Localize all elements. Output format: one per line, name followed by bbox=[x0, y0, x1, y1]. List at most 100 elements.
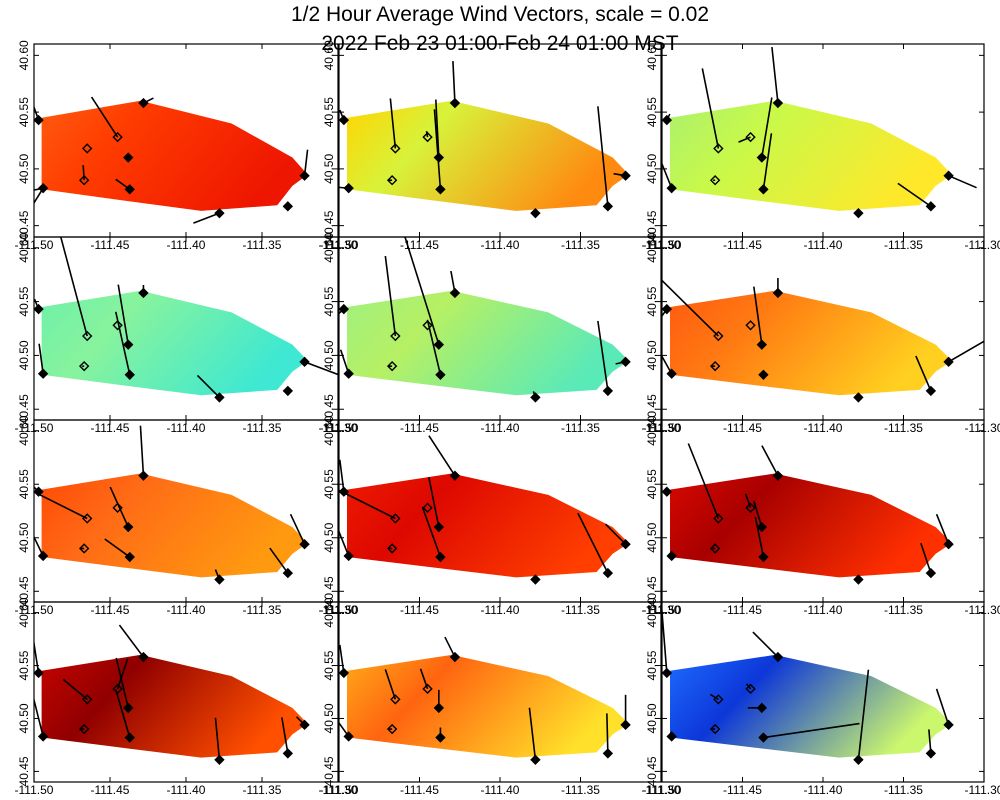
panel-1-y-tick-label: 40.60 bbox=[17, 40, 31, 70]
panel-11-station-marker bbox=[435, 732, 446, 743]
panel-10-station-marker bbox=[37, 731, 49, 742]
panel-3-station-marker bbox=[772, 97, 784, 109]
panel-6-field bbox=[670, 290, 952, 396]
panel-4-station-marker bbox=[214, 392, 225, 403]
panel-7-station-marker bbox=[282, 567, 294, 579]
panel-3-x-tick-label: -111.35 bbox=[884, 238, 923, 252]
panel-4-wind-vector bbox=[304, 361, 338, 376]
panel-6-wind-vector bbox=[662, 279, 719, 337]
panel-3-station-marker bbox=[713, 143, 724, 154]
panel-3-y-tick-label: 40.50 bbox=[645, 154, 659, 184]
panel-3-wind-vector bbox=[762, 133, 773, 190]
panel-2-station-marker bbox=[602, 201, 614, 212]
panel-9-station-marker bbox=[745, 502, 756, 513]
panel-4-x-tick-label: -111.50 bbox=[15, 421, 54, 435]
panel-6-station-marker bbox=[745, 320, 756, 331]
panel-9-station-marker bbox=[756, 521, 768, 533]
panel-11-wind-vector bbox=[384, 669, 397, 700]
panel-1-station-marker bbox=[112, 131, 123, 143]
panel-9-station-marker bbox=[758, 551, 769, 563]
panel-4-station-marker bbox=[37, 368, 49, 379]
panel-4-plot-area bbox=[34, 237, 338, 403]
panel-8-x-tick-label: -111.35 bbox=[561, 603, 600, 617]
panel-2-station-marker bbox=[530, 207, 541, 219]
panel-6-y-tick-label: 40.45 bbox=[645, 394, 659, 424]
panel-12-station-marker bbox=[662, 667, 673, 679]
panel-8-wind-vector bbox=[428, 476, 440, 528]
panel-12-wind-vector bbox=[935, 688, 950, 726]
panel-4-station-marker bbox=[34, 303, 44, 315]
panel-6-x-tick-label: -111.50 bbox=[643, 421, 682, 435]
panel-9-y-tick-label: 40.60 bbox=[645, 415, 659, 445]
panel-5-station-marker bbox=[433, 339, 445, 350]
panel-9-station-marker bbox=[925, 567, 937, 579]
panel-8-station-marker bbox=[449, 470, 461, 481]
panel-2-station-marker bbox=[343, 182, 354, 194]
panel-6-station-marker bbox=[925, 385, 937, 397]
panel-5 bbox=[338, 236, 662, 421]
panel-6-wind-vector bbox=[915, 355, 932, 392]
panel-12-station-marker bbox=[758, 732, 769, 743]
panel-3-station-marker bbox=[709, 175, 721, 186]
panel-6-wind-vector bbox=[662, 354, 673, 375]
panel-2-wind-vector bbox=[452, 60, 456, 104]
panel-10-station-marker bbox=[282, 748, 294, 759]
panel-5-station-marker bbox=[602, 385, 614, 397]
panel-9-station-marker bbox=[709, 543, 721, 554]
panel-6-station-marker bbox=[662, 303, 673, 315]
panel-8-wind-vector bbox=[428, 435, 456, 477]
panel-4-station-marker bbox=[112, 320, 123, 331]
panel-3-x-tick-label: -111.30 bbox=[965, 238, 1000, 252]
panel-5-wind-vector bbox=[384, 255, 397, 337]
panel-12-station-marker bbox=[709, 723, 721, 735]
panel-8-station-marker bbox=[339, 486, 350, 497]
panel-7-plot-area bbox=[34, 425, 310, 585]
panel-2-x-tick-label: -111.30 bbox=[642, 238, 681, 252]
panel-5-y-tick-label: 40.55 bbox=[322, 286, 336, 316]
panel-8-x-tick-label: -111.40 bbox=[481, 603, 520, 617]
panel-11 bbox=[338, 601, 662, 783]
panel-2-station-marker bbox=[435, 184, 446, 195]
panel-12-y-tick-label: 40.45 bbox=[645, 756, 659, 786]
panel-9-x-tick-label: -111.40 bbox=[804, 603, 843, 617]
panel-5-station-marker bbox=[449, 287, 461, 299]
panel-8-y-tick-label: 40.50 bbox=[322, 522, 336, 552]
panel-12-x-tick-label: -111.30 bbox=[965, 783, 1000, 797]
panel-8 bbox=[338, 419, 662, 603]
panel-6-station-marker bbox=[713, 330, 724, 342]
panel-4-wind-vector bbox=[117, 284, 130, 345]
panel-11-wind-vector bbox=[339, 721, 350, 737]
panel-10-field bbox=[41, 654, 308, 758]
panel-1-plot-area bbox=[34, 96, 310, 224]
panel-12-station-marker bbox=[943, 719, 954, 731]
panel-2-field bbox=[347, 100, 629, 211]
panel-11-y-tick-label: 40.55 bbox=[322, 650, 336, 680]
panel-9-y-tick-label: 40.55 bbox=[645, 469, 659, 499]
panel-3-wind-vector bbox=[701, 68, 720, 149]
panel-8-field bbox=[347, 473, 629, 578]
panel-1-wind-vector bbox=[34, 187, 44, 205]
panel-1 bbox=[33, 43, 339, 238]
panel-8-station-marker bbox=[386, 543, 398, 554]
panel-11-station-marker bbox=[390, 694, 401, 705]
panel-4-station-marker bbox=[123, 339, 134, 350]
panel-2-station-marker bbox=[339, 114, 350, 126]
panel-6-y-tick-label: 40.60 bbox=[645, 232, 659, 262]
panel-2-y-tick-label: 40.45 bbox=[322, 210, 336, 240]
panel-4-station-marker bbox=[78, 360, 90, 372]
panel-1-station-marker bbox=[282, 201, 294, 212]
panel-7-x-tick-label: -111.35 bbox=[243, 603, 282, 617]
panel-1-station-marker bbox=[37, 182, 49, 194]
panel-3-station-marker bbox=[756, 152, 768, 163]
panel-7-wind-vector bbox=[289, 513, 306, 545]
panel-6-x-tick-label: -111.35 bbox=[884, 421, 923, 435]
panel-9-wind-vector bbox=[687, 443, 720, 519]
panel-10-station-marker bbox=[299, 719, 310, 731]
panel-5-wind-vector bbox=[339, 349, 350, 374]
panel-10-y-tick-label: 40.50 bbox=[17, 703, 31, 733]
panel-9-x-tick-label: -111.45 bbox=[723, 603, 762, 617]
panel-10-y-tick-label: 40.60 bbox=[17, 597, 31, 627]
panel-10-station-marker bbox=[112, 683, 123, 695]
panel-7-station-marker bbox=[112, 502, 123, 513]
